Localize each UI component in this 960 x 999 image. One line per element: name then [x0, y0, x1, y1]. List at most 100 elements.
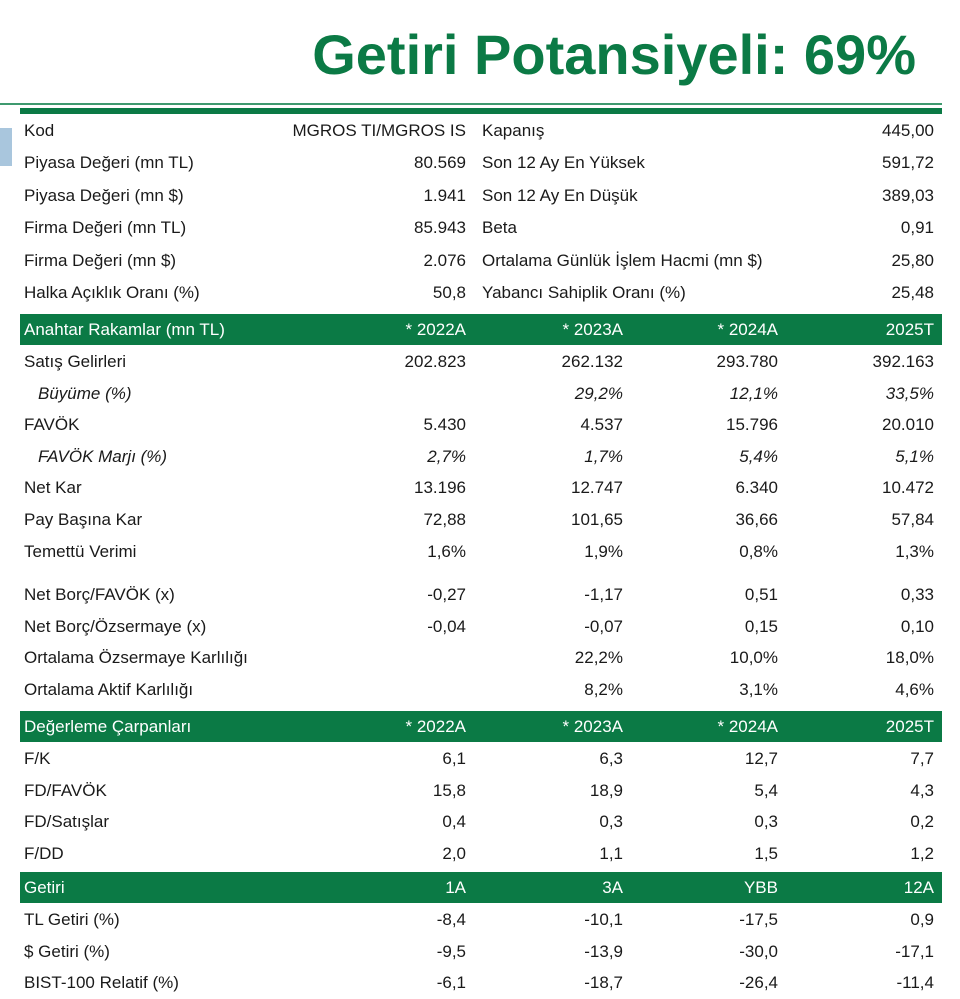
cell-value: 4,3	[910, 780, 934, 800]
cell-value: 57,84	[891, 510, 934, 529]
info-label-2: Ortalama Günlük İşlem Hacmi (mn $)	[482, 250, 763, 270]
table-row: FD/Satışlar 0,4 0,3 0,3 0,2	[20, 806, 942, 838]
column-header: * 2022A	[405, 717, 467, 736]
row-label: Ortalama Aktif Karlılığı	[24, 680, 194, 699]
row-label: Satış Gelirleri	[24, 352, 127, 371]
row-label: F/K	[24, 749, 51, 768]
column-header: 2025T	[885, 717, 934, 736]
section-header: Değerleme Çarpanları * 2022A * 2023A * 2024…	[20, 711, 942, 742]
row-label: Büyüme (%)	[38, 383, 132, 403]
info-value: 85.943	[414, 218, 466, 238]
cell-value: 0,3	[754, 812, 778, 832]
info-value-2: 591,72	[882, 153, 934, 173]
column-header: 2025T	[885, 320, 934, 339]
table-row: FAVÖK Marjı (%) 2,7% 1,7% 5,4% 5,1%	[20, 441, 942, 473]
row-label: FAVÖK Marjı (%)	[38, 446, 168, 466]
info-label: Piyasa Değeri (mn $)	[24, 185, 184, 205]
info-label: Piyasa Değeri (mn TL)	[24, 153, 194, 173]
cell-value: -9,5	[436, 941, 466, 961]
cell-value: -13,9	[584, 941, 623, 961]
info-value-2: 389,03	[882, 185, 934, 205]
row-label: Net Borç/FAVÖK (x)	[24, 585, 175, 605]
table-row: BIST-100 Relatif (%) -6,1 -18,7 -26,4 -11,4	[20, 967, 942, 999]
row-label: $ Getiri (%)	[24, 941, 110, 961]
cell-value: 293.780	[716, 352, 778, 371]
cell-value: 4,6%	[895, 680, 934, 699]
cell-value: 101,65	[571, 510, 623, 529]
page-title: Getiri Potansiyeli: 69%	[312, 23, 916, 86]
row-label: FAVÖK	[24, 415, 80, 435]
column-header: * 2023A	[562, 320, 624, 339]
column-header: 3A	[602, 878, 623, 897]
cell-value: 0,15	[744, 616, 778, 636]
cell-value: 0,4	[442, 812, 466, 832]
info-value: 80.569	[414, 153, 466, 173]
row-label: FD/Satışlar	[24, 812, 110, 832]
column-header: * 2022A	[405, 320, 467, 339]
cell-value: -0,27	[427, 585, 466, 605]
cell-value: -11,4	[896, 973, 935, 993]
cell-value: 0,10	[900, 616, 934, 636]
cell-value: -0,04	[427, 616, 466, 636]
cell-value: 1,6%	[427, 541, 466, 561]
table-row: Net Borç/FAVÖK (x) -0,27 -1,17 0,51 0,33	[20, 579, 942, 611]
cell-value: 0,33	[900, 585, 934, 605]
cell-value: 7,7	[910, 749, 934, 768]
cell-value: 72,88	[423, 510, 466, 529]
cell-value: 10,0%	[729, 648, 778, 668]
cell-value: 12,7	[744, 749, 778, 768]
table-row: Ortalama Aktif Karlılığı 8,2% 3,1% 4,6%	[20, 674, 942, 706]
cell-value: 3,1%	[739, 680, 778, 699]
table-row: Ortalama Özsermaye Karlılığı 22,2% 10,0% 18…	[20, 642, 942, 674]
cell-value: 6,3	[599, 749, 623, 768]
table-row: Net Borç/Özsermaye (x) -0,04 -0,07 0,15 0,10	[20, 611, 942, 643]
info-row: Piyasa Değeri (mn $) 1.941 Son 12 Ay En Dü…	[20, 180, 942, 212]
side-marker	[0, 128, 12, 166]
info-value-2: 445,00	[882, 121, 934, 140]
info-value-2: 0,91	[900, 218, 934, 238]
cell-value: 12.747	[571, 478, 623, 498]
info-row: Firma Değeri (mn TL) 85.943 Beta 0,91	[20, 212, 942, 244]
cell-value: 5,4	[754, 780, 778, 800]
cell-value: 15.796	[726, 415, 778, 435]
cell-value: 0,8%	[739, 541, 778, 561]
info-label: Kod	[24, 121, 55, 140]
column-header: * 2023A	[562, 717, 624, 736]
cell-value: 5,1%	[895, 446, 934, 466]
cell-value: -1,17	[584, 585, 623, 605]
info-label-2: Son 12 Ay En Düşük	[482, 185, 638, 205]
divider	[0, 103, 942, 105]
cell-value: 8,2%	[584, 680, 623, 699]
table-row: Satış Gelirleri 202.823 262.132 293.780 392.…	[20, 346, 942, 378]
table-row: FAVÖK 5.430 4.537 15.796 20.010	[20, 409, 942, 441]
info-row: Halka Açıklık Oranı (%) 50,8 Yabancı Sahip…	[20, 277, 942, 309]
row-label: Net Borç/Özsermaye (x)	[24, 616, 207, 636]
cell-value: -10,1	[584, 910, 623, 929]
cell-value: -0,07	[584, 616, 623, 636]
cell-value: 0,9	[910, 910, 934, 929]
cell-value: -17,1	[895, 941, 934, 961]
cell-value: 0,2	[910, 812, 934, 832]
cell-value: 1,2	[910, 843, 934, 863]
cell-value: 392.163	[872, 352, 934, 371]
section-title: Anahtar Rakamlar (mn TL)	[24, 320, 225, 339]
cell-value: 29,2%	[574, 383, 623, 403]
cell-value: 0,51	[744, 585, 778, 605]
table-row: FD/FAVÖK 15,8 18,9 5,4 4,3	[20, 775, 942, 807]
cell-value: 1,1	[599, 843, 623, 863]
table-row: Büyüme (%) 29,2% 12,1% 33,5%	[20, 378, 942, 410]
row-label: F/DD	[24, 843, 64, 863]
row-label: Ortalama Özsermaye Karlılığı	[24, 648, 248, 668]
cell-value: 36,66	[735, 510, 778, 529]
cell-value: 262.132	[561, 352, 623, 371]
cell-value: -8,4	[436, 910, 466, 929]
column-header: 12A	[903, 878, 934, 897]
column-header: * 2024A	[717, 320, 779, 339]
cell-value: 33,5%	[885, 383, 934, 403]
cell-value: 1,5	[754, 843, 778, 863]
row-label: BIST-100 Relatif (%)	[24, 973, 179, 993]
table-row: Net Kar 13.196 12.747 6.340 10.472	[20, 472, 942, 504]
info-label-2: Yabancı Sahiplik Oranı (%)	[482, 283, 686, 302]
table-row: $ Getiri (%) -9,5 -13,9 -30,0 -17,1	[20, 936, 942, 968]
section-header: Anahtar Rakamlar (mn TL) * 2022A * 2023A * …	[20, 314, 942, 345]
